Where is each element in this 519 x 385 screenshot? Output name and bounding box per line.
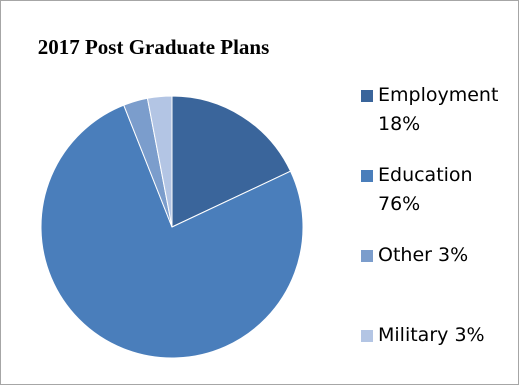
pie-slice-education [40,104,304,359]
legend-label-education: Education 76% [378,164,473,215]
legend-label-military: Military 3% [378,324,485,346]
legend-swatch-military [361,330,373,342]
legend-swatch-employment [361,90,373,102]
legend-swatch-education [361,170,373,182]
legend-swatch-other [361,250,373,262]
chart-title: 2017 Post Graduate Plans [37,35,270,59]
pie-slice-military [146,95,173,228]
legend-label-other: Other 3% [378,244,469,266]
chart-legend: Employment 18% Education 76% Other 3% Mili… [361,1,516,384]
pie-slice-employment [171,95,292,228]
legend-label-employment: Employment 18% [378,84,499,135]
